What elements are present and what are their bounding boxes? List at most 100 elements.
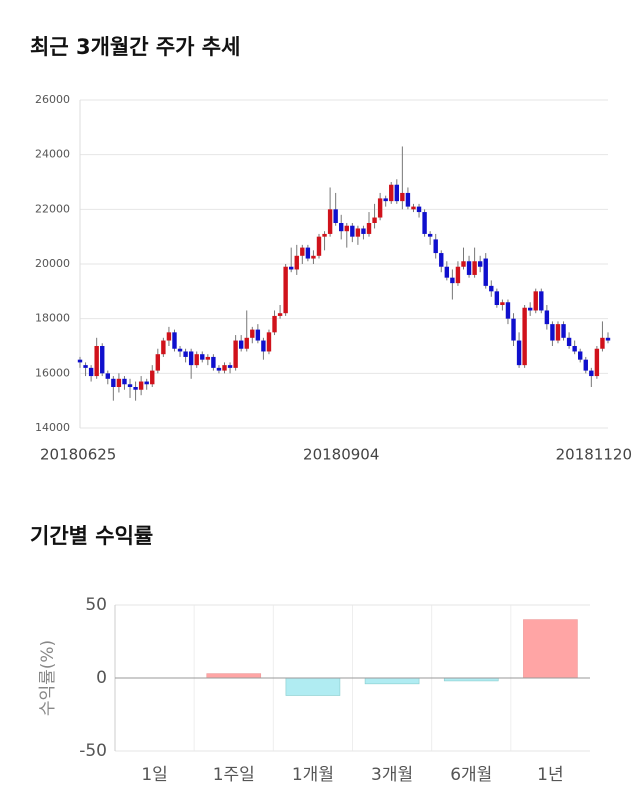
candle-body (372, 217, 377, 223)
x-tick-label: 20181120 (556, 446, 632, 464)
candle-body (277, 313, 283, 316)
candle-body (244, 337, 249, 349)
candle-body (394, 184, 399, 202)
bar (364, 677, 420, 685)
candle-body (233, 340, 238, 368)
candle-body (439, 253, 444, 267)
y-tick-label: 24000 (35, 148, 70, 161)
candle-body (389, 184, 394, 202)
candle-body (200, 354, 205, 360)
chart-title: 최근 3개월간 주가 추세 (30, 35, 240, 59)
candle-body (316, 236, 322, 256)
candle-body (238, 340, 244, 349)
candle-body (333, 209, 338, 223)
candle-body (311, 255, 316, 259)
y-tick-label: 50 (85, 595, 107, 615)
candle-body (355, 228, 361, 237)
candle-body (544, 310, 550, 325)
candle-body (505, 302, 511, 319)
y-tick-label: 16000 (35, 366, 70, 379)
y-axis-label: 수익률(%) (38, 640, 58, 716)
candle-body (594, 348, 600, 377)
x-tick-label: 3개월 (371, 765, 413, 785)
candle-body (494, 291, 500, 305)
candle-body (211, 356, 216, 368)
candle-body (283, 266, 288, 314)
candle-body (472, 261, 477, 275)
candle-body (255, 329, 261, 341)
candle-body (105, 373, 110, 379)
candle-body (339, 223, 344, 232)
y-tick-label: -50 (79, 741, 107, 761)
candle-body (94, 346, 99, 377)
y-tick-label: 0 (96, 668, 107, 688)
candle-body (322, 233, 327, 237)
y-tick-label: 26000 (35, 93, 70, 106)
candle-body (294, 255, 299, 270)
candle-body (572, 346, 577, 352)
candle-body (511, 318, 516, 341)
candle-body (150, 370, 155, 385)
candle-body (272, 315, 277, 333)
candle-body (77, 359, 83, 363)
candle-body (183, 351, 188, 357)
candle-body (550, 324, 555, 341)
candle-body (177, 348, 183, 352)
candle-body (539, 291, 544, 311)
bar (523, 619, 578, 679)
candle-body (427, 233, 433, 237)
candle-body (266, 332, 272, 352)
candle-body (138, 381, 144, 390)
chart-title: 기간별 수익률 (30, 524, 153, 548)
candle-body (116, 378, 122, 387)
candle-body (216, 367, 222, 371)
candle-body (127, 384, 133, 387)
candle-body (227, 365, 233, 368)
x-tick-label: 20180625 (40, 446, 116, 464)
candle-body (561, 324, 566, 338)
candle-body (100, 346, 105, 374)
candle-body (222, 365, 227, 371)
candle-body (578, 351, 583, 360)
candle-body (477, 261, 483, 267)
candle-body (522, 307, 527, 366)
candle-body (450, 277, 455, 284)
candle-body (155, 354, 161, 371)
candle-body (205, 356, 211, 360)
candle-body (250, 329, 255, 338)
y-tick-label: 22000 (35, 202, 70, 215)
candle-body (261, 340, 266, 352)
candle-body (433, 239, 438, 254)
candle-body (289, 266, 294, 270)
candle-body (111, 378, 116, 387)
candle-body (161, 340, 166, 355)
x-tick-label: 20180904 (303, 446, 379, 464)
candle-body (583, 359, 588, 371)
x-tick-label: 1년 (537, 765, 563, 785)
candle-body (366, 223, 372, 234)
candle-body (166, 332, 172, 341)
candle-body (83, 365, 88, 368)
candle-body (300, 247, 305, 256)
candle-body (527, 307, 533, 311)
bar (206, 673, 262, 679)
candle-body (461, 261, 466, 267)
candle-body (422, 212, 427, 234)
y-tick-label: 20000 (35, 257, 70, 270)
y-tick-label: 18000 (35, 312, 70, 325)
x-tick-label: 1주일 (213, 765, 255, 785)
x-tick-label: 1일 (141, 765, 167, 785)
candle-body (350, 225, 355, 237)
candle-body (589, 370, 594, 377)
candle-body (411, 206, 416, 210)
candle-body (188, 351, 194, 366)
bar (285, 677, 341, 696)
candle-body (172, 332, 177, 349)
candle-body (483, 258, 488, 286)
candle-body (133, 387, 138, 390)
candle-body (400, 192, 405, 202)
candle-body (555, 324, 561, 341)
candle-body (600, 337, 605, 349)
candle-body (305, 247, 311, 259)
